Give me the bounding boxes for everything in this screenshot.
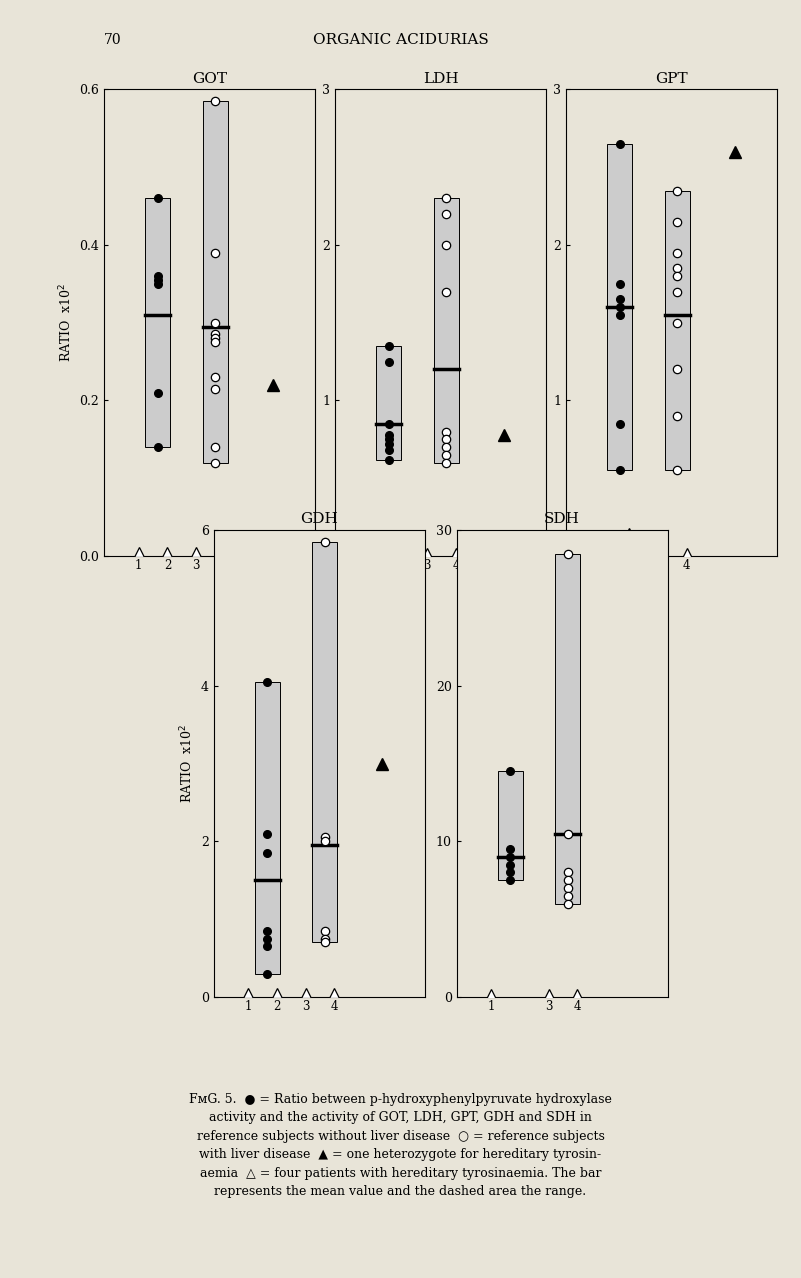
Bar bbox=[203, 101, 227, 463]
Text: 70: 70 bbox=[104, 33, 122, 47]
Y-axis label: RATIO  x10$^{2}$: RATIO x10$^{2}$ bbox=[179, 723, 195, 804]
Bar bbox=[607, 144, 632, 470]
Bar bbox=[497, 772, 523, 881]
Bar bbox=[434, 198, 459, 463]
Title: GOT: GOT bbox=[192, 72, 227, 86]
Bar bbox=[145, 198, 171, 447]
Title: GDH: GDH bbox=[300, 512, 338, 527]
Bar bbox=[665, 190, 690, 470]
Text: FᴍG. 5.  ● = Ratio between p-hydroxyphenylpyruvate hydroxylase
activity and the : FᴍG. 5. ● = Ratio between p-hydroxypheny… bbox=[189, 1093, 612, 1199]
Bar bbox=[255, 682, 280, 974]
Bar bbox=[312, 542, 337, 942]
Bar bbox=[376, 346, 401, 460]
Y-axis label: RATIO  x10$^{2}$: RATIO x10$^{2}$ bbox=[57, 282, 74, 363]
Title: LDH: LDH bbox=[423, 72, 458, 86]
Bar bbox=[555, 553, 580, 904]
Title: GPT: GPT bbox=[655, 72, 688, 86]
Text: ORGANIC ACIDURIAS: ORGANIC ACIDURIAS bbox=[312, 33, 489, 47]
Title: SDH: SDH bbox=[544, 512, 580, 527]
